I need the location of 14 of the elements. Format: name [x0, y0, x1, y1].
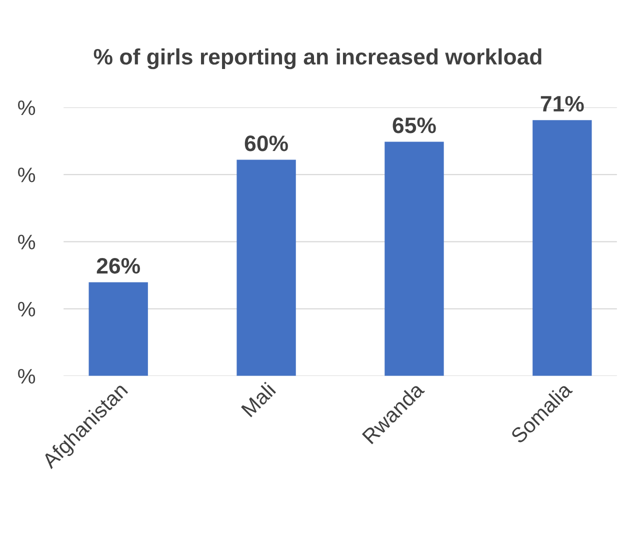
data-label: 60% — [244, 136, 288, 152]
text: % — [18, 368, 36, 384]
text: % — [18, 234, 36, 250]
data-label: 26% — [96, 258, 140, 274]
text: % — [18, 302, 36, 316]
bar — [236, 160, 296, 376]
bar — [384, 142, 444, 376]
bar — [532, 120, 592, 376]
bar — [88, 282, 148, 376]
text: % — [18, 100, 36, 116]
data-label: 65% — [392, 118, 436, 134]
chart-title: % of girls reporting an increased workload — [94, 48, 542, 70]
data-label: 71% — [540, 96, 584, 112]
text: % — [18, 168, 36, 182]
